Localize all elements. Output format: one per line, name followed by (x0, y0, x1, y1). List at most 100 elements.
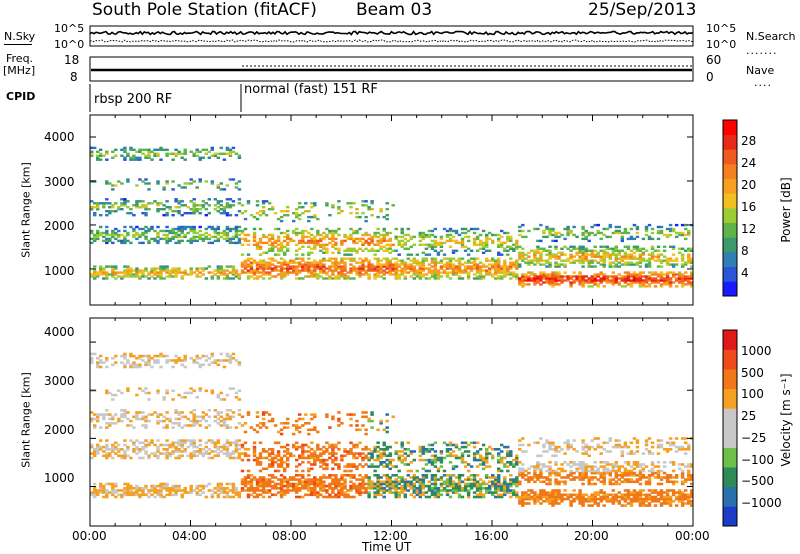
velocity-cell (488, 465, 492, 468)
power-cell (174, 148, 178, 151)
velocity-cell (192, 419, 196, 423)
velocity-cell (421, 484, 426, 488)
velocity-cell (457, 482, 462, 486)
power-cell (228, 214, 233, 217)
velocity-cell (141, 354, 145, 358)
velocity-cell (403, 478, 408, 481)
velocity-cell (108, 448, 112, 451)
velocity-cell (298, 445, 302, 449)
power-cell (150, 225, 154, 229)
velocity-cell (524, 478, 528, 481)
power-cell (328, 259, 332, 262)
power-cell (120, 204, 124, 207)
power-cell (334, 261, 338, 264)
velocity-cell (313, 491, 317, 494)
velocity-cell (156, 391, 160, 395)
velocity-cell (243, 422, 248, 425)
velocity-cell (367, 452, 371, 455)
power-cell (391, 263, 395, 266)
power-cell (445, 233, 450, 237)
velocity-cell (488, 484, 492, 488)
velocity-cell (304, 422, 308, 425)
velocity-cell (557, 482, 561, 486)
velocity-cell (114, 452, 118, 455)
velocity-cell (261, 417, 266, 421)
power-cell (286, 206, 290, 209)
velocity-cell (379, 422, 383, 425)
power-cell (611, 281, 616, 284)
power-cell (626, 279, 631, 282)
velocity-cell (210, 389, 215, 393)
power-cell (430, 257, 435, 260)
velocity-cell (382, 491, 386, 494)
velocity-cell (237, 454, 242, 458)
power-cell (298, 214, 302, 217)
velocity-cell (545, 469, 549, 473)
power-cell (560, 263, 564, 266)
power-cell (159, 273, 163, 276)
power-cell (617, 249, 622, 252)
velocity-cell (460, 458, 465, 462)
power-cell (521, 235, 525, 239)
power-cell (135, 275, 139, 278)
velocity-cell (376, 482, 380, 486)
velocity-cell (418, 482, 423, 486)
power-cell (108, 210, 112, 213)
velocity-cell (114, 441, 118, 445)
velocity-cell (385, 489, 389, 492)
velocity-cell (174, 493, 178, 497)
velocity-cell (575, 463, 579, 466)
velocity-cell (249, 484, 254, 488)
power-cell (524, 257, 528, 260)
velocity-cell (108, 452, 112, 455)
power-cell (469, 269, 474, 272)
velocity-cell (234, 443, 239, 447)
velocity-cell (385, 474, 389, 477)
velocity-cell (322, 476, 326, 479)
velocity-cell (295, 489, 299, 492)
power-cell (364, 259, 368, 262)
velocity-cell (186, 491, 190, 494)
power-cell (331, 204, 335, 207)
velocity-cell (234, 491, 239, 494)
velocity-cell (469, 478, 474, 481)
power-cell (213, 235, 218, 239)
power-cell (518, 263, 522, 266)
velocity-cell (114, 393, 118, 397)
velocity-cell (481, 456, 486, 460)
power-cell (617, 261, 622, 264)
velocity-cell (412, 482, 417, 486)
power-cell (228, 198, 233, 201)
velocity-cell (192, 422, 196, 425)
power-cell (243, 227, 248, 231)
power-cell (120, 241, 124, 245)
power-cell (96, 235, 100, 239)
velocity-cell (533, 441, 537, 445)
power-cell (168, 239, 172, 243)
power-cell (261, 233, 266, 237)
velocity-cell (433, 456, 438, 460)
power-cell (361, 273, 365, 276)
velocity-cell (261, 487, 266, 490)
velocity-cell (349, 489, 353, 492)
power-cell (521, 257, 525, 260)
power-cell (481, 245, 486, 248)
power-cell (331, 237, 335, 241)
power-cell (111, 150, 115, 153)
power-cell (638, 279, 643, 282)
power-cell (349, 257, 353, 260)
velocity-cell (301, 476, 305, 479)
velocity-cell (216, 495, 221, 499)
velocity-cell (409, 493, 414, 497)
velocity-cell (276, 487, 281, 490)
power-cell (545, 249, 549, 252)
velocity-cell (273, 469, 278, 473)
power-cell (542, 229, 546, 233)
velocity-cell (415, 469, 420, 473)
velocity-cell (418, 489, 423, 492)
power-cell (270, 243, 275, 246)
velocity-cell (261, 450, 266, 453)
power-cell (246, 239, 251, 243)
velocity-cell (168, 487, 172, 490)
power-cell (430, 233, 435, 237)
